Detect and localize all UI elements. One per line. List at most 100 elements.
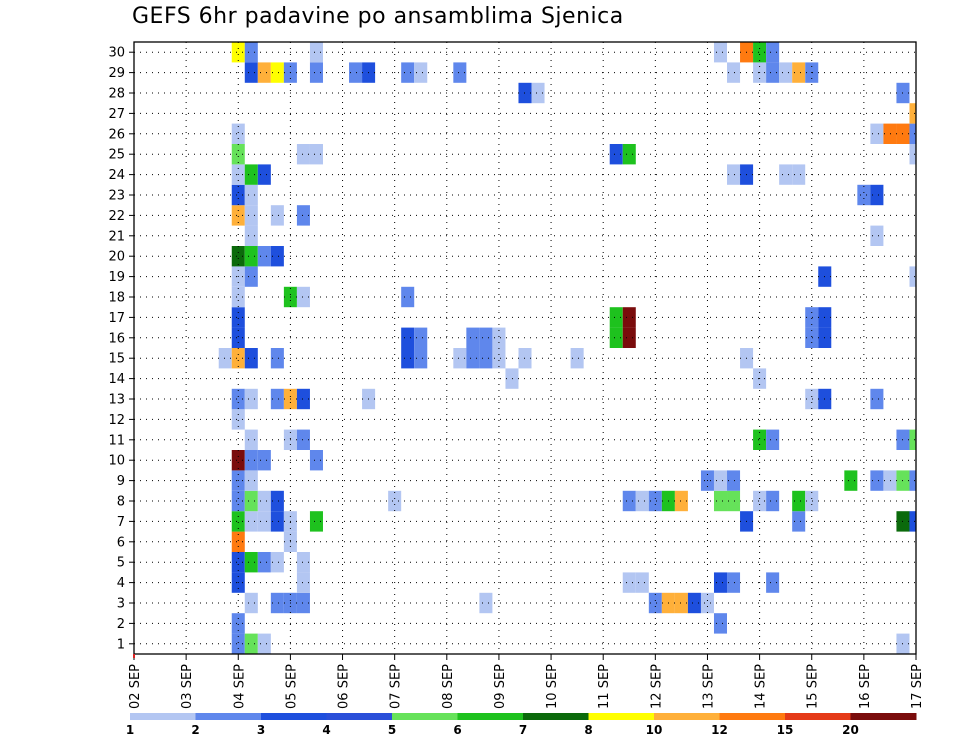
heatmap-cell	[857, 184, 871, 206]
x-tick-label: 12 SEP	[649, 664, 664, 709]
colorbar-swatch	[654, 713, 720, 720]
colorbar-label: 4	[322, 723, 330, 737]
x-tick-label: 04 SEP	[232, 664, 247, 709]
colorbar-swatch	[392, 713, 458, 720]
x-tick-label: 13 SEP	[701, 664, 716, 709]
heatmap-cell	[727, 164, 741, 185]
heatmap-cell	[453, 348, 467, 369]
heatmap-cell	[766, 490, 780, 512]
heatmap-cell	[257, 62, 271, 83]
heatmap-cell	[479, 348, 493, 369]
y-tick-label: 22	[108, 209, 125, 224]
y-tick-label: 19	[108, 270, 125, 285]
heatmap-cell	[766, 62, 780, 83]
heatmap-cell	[753, 490, 767, 512]
heatmap-cell	[713, 490, 728, 512]
heatmap-cell	[244, 184, 258, 206]
heatmap-cell	[648, 490, 662, 512]
heatmap-cell	[727, 470, 741, 491]
heatmap-cell	[622, 307, 636, 328]
x-axis: 02 SEP 03 SEP 04 SEP 05 SEP 06 SEP 07 SEP 08 S…	[128, 654, 925, 709]
heatmap-cell	[401, 286, 415, 308]
heatmap-cell	[909, 470, 916, 491]
x-tick-label: 02 SEP	[128, 664, 143, 709]
heatmap-cell	[231, 388, 245, 410]
x-tick-label: 14 SEP	[754, 664, 769, 709]
heatmap-cell	[727, 490, 741, 512]
y-axis: 1234567891011121314151617181920212223242…	[108, 46, 134, 652]
heatmap-cell	[792, 511, 806, 532]
x-tick-label: 09 SEP	[493, 664, 508, 709]
heatmap-cell	[805, 388, 819, 410]
y-tick-label: 6	[117, 535, 125, 550]
y-tick-label: 29	[108, 66, 125, 81]
heatmap-cell	[909, 429, 916, 450]
heatmap-cell	[257, 450, 271, 471]
heatmap-cell	[244, 266, 258, 287]
heatmap-cell	[296, 552, 310, 573]
heatmap-cell	[909, 144, 916, 165]
heatmap-cell	[244, 450, 258, 471]
heatmap-cell	[270, 205, 284, 226]
heatmap-cell	[296, 144, 310, 165]
heatmap-cell	[296, 592, 310, 614]
heatmap-cell	[231, 184, 245, 206]
heatmap-cell	[909, 266, 916, 287]
heatmap-cell	[231, 511, 245, 532]
plot-frame	[133, 41, 917, 655]
y-tick-label: 9	[117, 474, 125, 489]
heatmap-cell	[609, 307, 623, 328]
y-tick-label: 26	[108, 127, 125, 142]
heatmap-cell	[270, 511, 284, 532]
heatmap-cell	[479, 592, 493, 614]
heatmap-cell	[805, 327, 819, 348]
heatmap-cell	[296, 388, 310, 410]
colorbar-swatch	[195, 713, 262, 720]
heatmap-cell	[622, 144, 636, 165]
heatmap-cell	[231, 286, 245, 308]
heatmap-cell	[401, 348, 415, 369]
heatmap-cell	[244, 42, 258, 63]
heatmap-cell	[401, 327, 415, 348]
colorbar-swatch	[588, 713, 655, 720]
heatmap-cell	[244, 470, 258, 491]
heatmap-cell	[244, 429, 258, 450]
heatmap-cell	[270, 490, 284, 512]
heatmap-cell	[244, 225, 258, 246]
heatmap-cell	[231, 246, 245, 267]
heatmap-cell	[270, 552, 284, 573]
colorbar-swatch	[785, 713, 851, 720]
y-tick-label: 12	[108, 413, 125, 428]
colorbar-label: 12	[711, 723, 728, 737]
colorbar-label: 10	[646, 723, 663, 737]
x-tick-label: 07 SEP	[389, 664, 404, 709]
y-tick-label: 27	[108, 107, 125, 122]
heatmap-cell	[674, 592, 688, 614]
heatmap-cell	[531, 82, 545, 104]
heatmap-cell	[244, 633, 258, 654]
heatmap-cell	[296, 572, 310, 593]
y-tick-label: 11	[108, 433, 125, 448]
heatmap-cell	[244, 348, 258, 369]
heatmap-cell	[792, 164, 806, 185]
colorbar-label: 7	[519, 723, 527, 737]
heatmap-cell	[805, 490, 819, 512]
x-tick-label: 03 SEP	[180, 664, 195, 709]
heatmap-cell	[909, 103, 916, 124]
heatmap-cell	[231, 348, 245, 369]
colorbar-label: 5	[388, 723, 396, 737]
heatmap-cell	[635, 490, 649, 512]
heatmap-cell	[909, 123, 916, 144]
heatmap-cell	[244, 490, 258, 512]
heatmap-cell	[401, 62, 415, 83]
x-tick-label: 11 SEP	[597, 664, 612, 709]
colorbar: 1 2 3 4 5 6 7 8 10 12 15 20	[126, 713, 917, 737]
heatmap-cell	[309, 144, 323, 165]
y-tick-label: 8	[117, 495, 125, 510]
y-tick-label: 3	[117, 597, 125, 612]
heatmap-cell	[244, 552, 258, 573]
heatmap-cell	[766, 42, 780, 63]
heatmap-cell	[883, 470, 897, 491]
heatmap-cell	[713, 42, 728, 63]
x-tick-label: 05 SEP	[284, 664, 299, 709]
